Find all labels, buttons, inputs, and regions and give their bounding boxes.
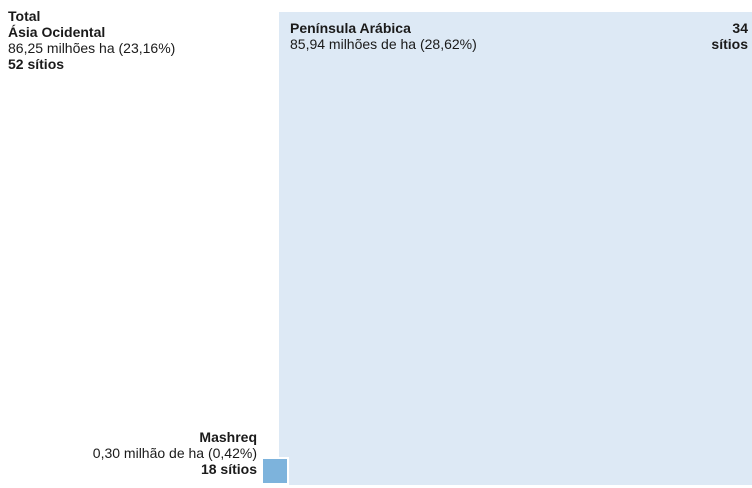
total-block: Total Ásia Ocidental 86,25 milhões ha (2… [8,8,175,72]
total-name: Ásia Ocidental [8,24,106,40]
value-label: 0,30 milhão de ha (0,42%) [92,445,257,461]
square [279,12,752,485]
sites-label: 34 sítios [711,20,748,52]
total-value: 86,25 milhões ha (23,16%) [8,40,176,56]
category-label: Mashreq 0,30 milhão de ha (0,42%) 18 sít… [93,429,257,477]
title: Total [8,8,41,24]
total-sites: 52 sítios [8,56,65,72]
sites-label: 18 sítios [200,461,257,477]
value-label: 85,94 milhões de ha (28,62%) [290,36,477,52]
square [261,457,289,485]
category-label: Península Arábica 85,94 milhões de ha (2… [290,20,477,52]
category-name: Mashreq [199,429,257,445]
category-name: Península Arábica [290,20,411,36]
